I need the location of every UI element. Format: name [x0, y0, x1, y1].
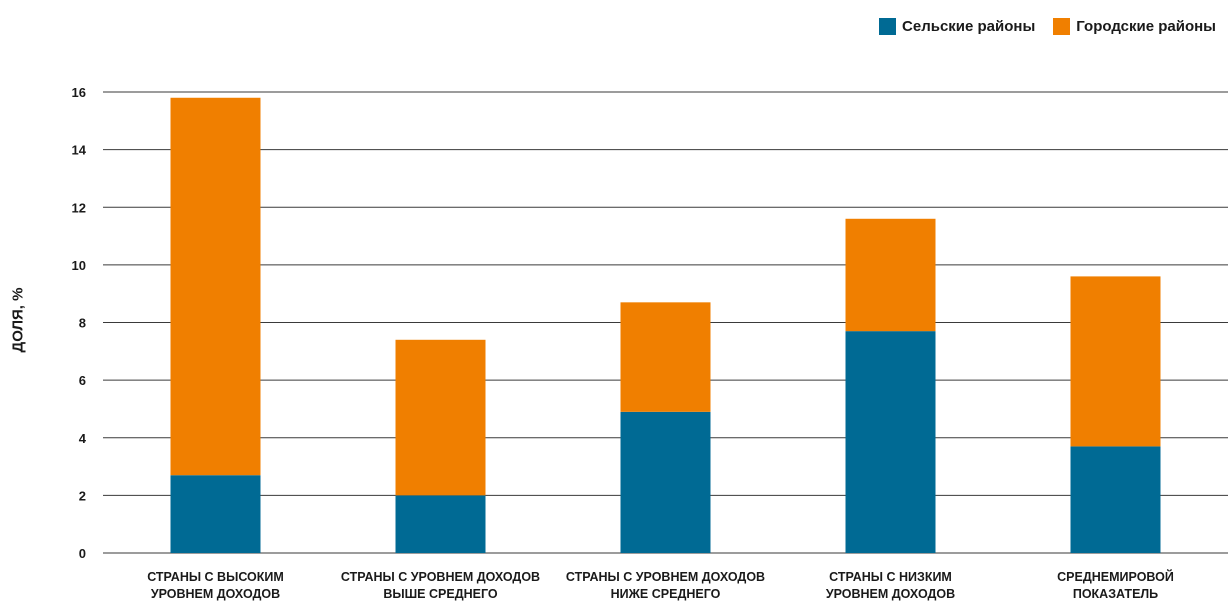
bar-rural-2 [620, 411, 711, 553]
x-category-label-0-0: СТРАНЫ С ВЫСОКИМ [147, 570, 284, 584]
x-category-label-1-0: СТРАНЫ С УРОВНЕМ ДОХОДОВ [341, 570, 540, 584]
bar-urban-3 [845, 218, 936, 332]
y-tick-label-8: 8 [79, 316, 86, 331]
bar-urban-1 [395, 339, 486, 496]
legend-label-urban: Городские районы [1076, 18, 1216, 35]
y-tick-label-4: 4 [79, 431, 87, 446]
bar-rural-3 [845, 331, 936, 553]
x-category-label-4-1: ПОКАЗАТЕЛЬ [1073, 587, 1158, 601]
legend-swatch-rural [879, 18, 897, 35]
bar-rural-0 [170, 475, 261, 553]
x-category-label-1-1: ВЫШЕ СРЕДНЕГО [383, 587, 498, 601]
bar-rural-4 [1070, 446, 1161, 553]
bar-urban-2 [620, 302, 711, 412]
x-category-label-2-0: СТРАНЫ С УРОВНЕМ ДОХОДОВ [566, 570, 765, 584]
legend-item-urban: Городские районы [1053, 18, 1216, 35]
y-tick-label-10: 10 [72, 258, 86, 273]
y-tick-label-14: 14 [72, 143, 87, 158]
y-tick-label-6: 6 [79, 373, 86, 388]
legend-label-rural: Сельские районы [902, 18, 1036, 35]
y-tick-label-2: 2 [79, 488, 86, 503]
x-category-label-2-1: НИЖЕ СРЕДНЕГО [611, 587, 721, 601]
legend-item-rural: Сельские районы [879, 18, 1035, 35]
bar-urban-0 [170, 97, 261, 476]
bar-urban-4 [1070, 276, 1161, 447]
x-category-label-4-0: СРЕДНЕМИРОВОЙ [1057, 569, 1174, 584]
x-category-label-0-1: УРОВНЕМ ДОХОДОВ [151, 587, 280, 601]
x-category-label-3-1: УРОВНЕМ ДОХОДОВ [826, 587, 955, 601]
y-tick-label-12: 12 [72, 200, 86, 215]
x-category-label-3-0: СТРАНЫ С НИЗКИМ [829, 570, 952, 584]
legend: Сельские районы Городские районы [879, 18, 1216, 35]
legend-swatch-urban [1053, 18, 1071, 35]
y-tick-label-0: 0 [79, 546, 86, 561]
y-tick-label-16: 16 [72, 85, 86, 100]
bar-rural-1 [395, 495, 486, 553]
